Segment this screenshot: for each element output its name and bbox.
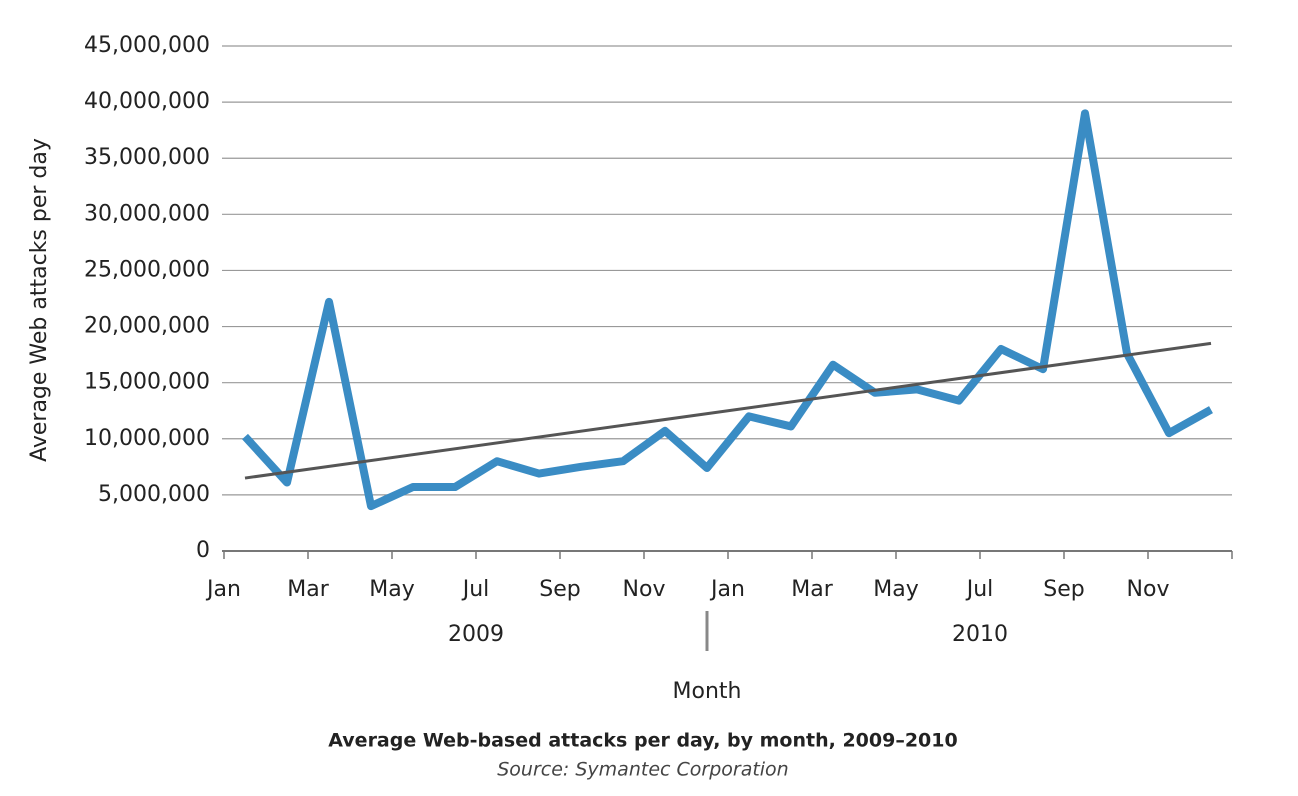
x-tick-label: Sep <box>539 577 580 602</box>
data-line <box>242 109 1213 511</box>
y-axis-label: Average Web attacks per day <box>27 138 52 462</box>
y-tick-label: 15,000,000 <box>84 370 210 395</box>
year-label: 2009 <box>448 622 504 647</box>
x-tick-label: Jul <box>461 577 490 602</box>
y-tick-label: 40,000,000 <box>84 89 210 114</box>
y-tick-label: 10,000,000 <box>84 426 210 451</box>
y-tick-label: 25,000,000 <box>84 257 210 282</box>
x-tick-label: May <box>873 577 918 602</box>
x-tick-label: Mar <box>287 577 329 602</box>
x-tick-label: Nov <box>1127 577 1170 602</box>
x-tick-label: Nov <box>623 577 666 602</box>
x-tick-label: Mar <box>791 577 833 602</box>
x-tick-label: May <box>369 577 414 602</box>
y-tick-label: 5,000,000 <box>98 482 210 507</box>
x-tick-label: Jan <box>205 577 241 602</box>
x-tick-label: Jul <box>965 577 994 602</box>
x-tick-label: Jan <box>709 577 745 602</box>
chart-subtitle: Source: Symantec Corporation <box>497 759 788 781</box>
x-tick-label: Sep <box>1043 577 1084 602</box>
y-tick-label: 0 <box>196 538 210 563</box>
y-tick-label: 30,000,000 <box>84 201 210 226</box>
y-tick-label: 20,000,000 <box>84 314 210 339</box>
trend-line <box>244 341 1212 480</box>
y-tick-label: 35,000,000 <box>84 145 210 170</box>
year-label: 2010 <box>952 622 1008 647</box>
y-tick-label: 45,000,000 <box>84 33 210 58</box>
chart-title: Average Web-based attacks per day, by mo… <box>328 730 957 752</box>
x-axis-label: Month <box>673 679 742 704</box>
